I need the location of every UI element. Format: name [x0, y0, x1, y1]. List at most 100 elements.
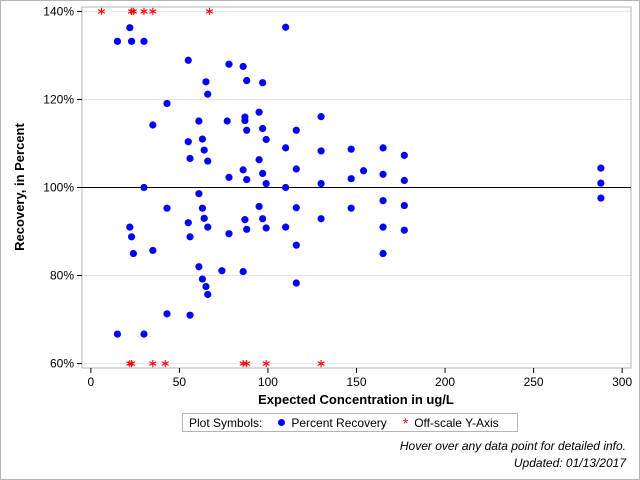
data-point[interactable] [292, 165, 300, 173]
data-point[interactable] [239, 166, 247, 174]
data-point[interactable] [218, 267, 226, 275]
data-point[interactable] [243, 126, 251, 134]
data-point[interactable] [282, 144, 290, 152]
off-scale-marker[interactable] [149, 359, 157, 368]
data-point[interactable] [379, 170, 387, 178]
off-scale-marker[interactable] [140, 7, 148, 16]
data-point[interactable] [186, 154, 194, 163]
data-point[interactable] [202, 78, 210, 86]
data-point[interactable] [184, 56, 192, 64]
data-point[interactable] [140, 37, 148, 45]
data-point[interactable] [359, 167, 368, 175]
data-point[interactable] [239, 267, 247, 276]
data-point[interactable] [400, 201, 408, 210]
data-point[interactable] [597, 194, 605, 202]
data-point[interactable] [597, 164, 605, 172]
data-point[interactable] [255, 108, 263, 116]
data-point[interactable] [243, 225, 251, 233]
data-point[interactable] [400, 176, 408, 185]
off-scale-marker[interactable] [317, 359, 325, 368]
data-point[interactable] [400, 151, 408, 159]
data-point[interactable] [149, 121, 157, 129]
data-point[interactable] [259, 215, 267, 223]
data-point[interactable] [127, 37, 136, 45]
data-point[interactable] [198, 135, 207, 143]
data-point[interactable] [127, 233, 136, 241]
data-point[interactable] [317, 147, 325, 155]
data-point[interactable] [292, 279, 300, 287]
data-point[interactable] [198, 204, 207, 212]
data-point[interactable] [223, 117, 231, 125]
data-point[interactable] [225, 230, 233, 238]
off-scale-marker[interactable] [127, 359, 136, 368]
data-point[interactable] [225, 173, 233, 181]
data-point[interactable] [317, 215, 325, 223]
data-point[interactable] [292, 241, 300, 249]
data-points[interactable] [97, 7, 605, 368]
data-point[interactable] [126, 24, 134, 32]
data-point[interactable] [262, 224, 270, 232]
data-point[interactable] [186, 311, 194, 319]
data-point[interactable] [255, 156, 263, 164]
data-point[interactable] [204, 290, 212, 299]
data-point[interactable] [347, 145, 355, 153]
off-scale-marker[interactable] [149, 7, 157, 16]
data-point[interactable] [204, 157, 212, 165]
data-point[interactable] [163, 204, 171, 212]
off-scale-marker[interactable] [129, 7, 138, 16]
data-point[interactable] [400, 226, 408, 234]
data-point[interactable] [262, 135, 270, 144]
data-point[interactable] [140, 183, 148, 192]
data-point[interactable] [184, 138, 192, 146]
data-point[interactable] [292, 126, 300, 134]
data-point[interactable] [186, 233, 194, 241]
data-point[interactable] [113, 330, 122, 338]
data-point[interactable] [149, 246, 157, 255]
data-point[interactable] [317, 179, 325, 188]
data-point[interactable] [282, 23, 290, 31]
data-point[interactable] [292, 204, 300, 212]
data-point[interactable] [184, 219, 192, 227]
data-point[interactable] [243, 76, 251, 85]
data-point[interactable] [163, 99, 171, 108]
data-point[interactable] [195, 263, 203, 271]
data-point[interactable] [198, 275, 207, 283]
data-point[interactable] [259, 124, 267, 133]
data-point[interactable] [195, 190, 203, 198]
data-point[interactable] [129, 249, 137, 258]
off-scale-marker[interactable] [161, 359, 169, 368]
data-point[interactable] [140, 330, 148, 338]
data-point[interactable] [597, 179, 605, 187]
data-point[interactable] [202, 282, 210, 291]
data-point[interactable] [347, 204, 355, 212]
data-point[interactable] [262, 179, 270, 188]
data-point[interactable] [163, 310, 171, 318]
data-point[interactable] [204, 223, 212, 231]
data-point[interactable] [241, 116, 249, 125]
data-point[interactable] [255, 202, 263, 211]
data-point[interactable] [317, 113, 325, 121]
data-point[interactable] [243, 175, 251, 184]
data-point[interactable] [239, 62, 247, 71]
off-scale-marker[interactable] [205, 7, 214, 16]
data-point[interactable] [282, 183, 290, 192]
data-point[interactable] [347, 175, 355, 183]
data-point[interactable] [241, 216, 249, 224]
data-point[interactable] [379, 249, 387, 258]
data-point[interactable] [225, 60, 233, 68]
data-point[interactable] [200, 214, 208, 222]
data-point[interactable] [282, 223, 290, 231]
data-point[interactable] [126, 223, 134, 231]
data-point[interactable] [379, 223, 387, 231]
data-point[interactable] [204, 90, 212, 98]
data-point[interactable] [113, 37, 122, 45]
off-scale-marker[interactable] [243, 359, 251, 368]
data-point[interactable] [195, 117, 203, 125]
data-point[interactable] [379, 197, 387, 205]
data-point[interactable] [379, 144, 387, 152]
off-scale-marker[interactable] [97, 7, 106, 16]
off-scale-marker[interactable] [262, 359, 270, 368]
data-point[interactable] [200, 146, 208, 154]
data-point[interactable] [259, 169, 267, 178]
data-point[interactable] [259, 79, 267, 87]
